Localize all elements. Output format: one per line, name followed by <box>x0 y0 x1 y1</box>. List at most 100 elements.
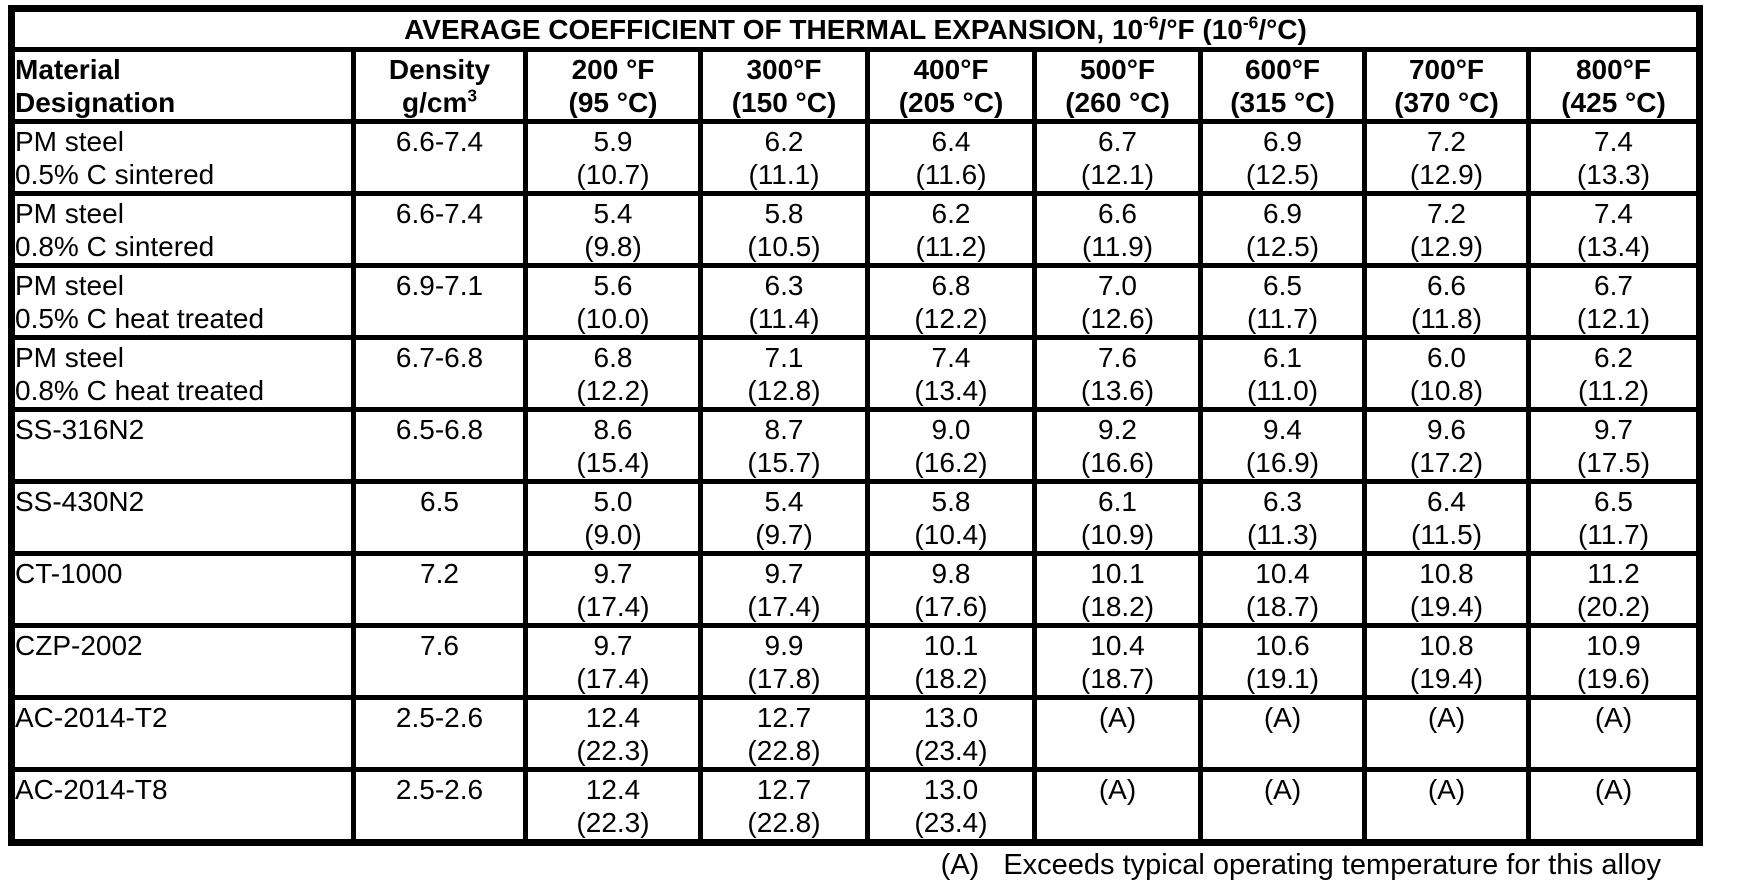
density-value: 7.6 <box>420 630 459 662</box>
header-material-line1: Material <box>15 54 121 86</box>
value-cell-300f: 12.7 (22.8) <box>698 767 870 845</box>
cte-c-value: (23.4) <box>914 807 988 838</box>
density-value: 6.5 <box>420 486 459 518</box>
footnote: (A) Exceeds typical operating temperature… <box>8 846 1696 882</box>
density-superscript: 3 <box>467 85 477 106</box>
value-cell-400f: 6.2 (11.2) <box>865 191 1037 268</box>
cte-f-value: 11.2 <box>1587 558 1640 590</box>
cte-f-value: 6.4 <box>931 126 971 158</box>
table-row: CT-1000 7.2 9.7 (17.4) 9.7 (17.4) 9.8 (1… <box>9 551 1702 628</box>
cte-f-value: 9.7 <box>764 558 804 590</box>
header-material: Material Designation <box>9 47 356 124</box>
density-value: 6.7-6.8 <box>395 342 484 374</box>
density-value: 6.6-7.4 <box>395 198 484 230</box>
cte-f-value: 6.3 <box>1263 486 1302 518</box>
cte-f-value: 5.8 <box>764 198 804 230</box>
material-name-line1: CZP-2002 <box>15 630 143 662</box>
cte-f-value: 6.9 <box>1263 126 1302 158</box>
cte-c-value: (12.5) <box>1245 231 1320 262</box>
cte-f-value: 6.1 <box>1098 486 1137 518</box>
table-row: SS-430N2 6.5 5.0 (9.0) 5.4 (9.7) 5.8 (10… <box>9 479 1702 556</box>
cte-c-value: (10.9) <box>1080 519 1155 550</box>
cte-c-value: (18.7) <box>1245 591 1320 622</box>
value-cell-700f: (A) <box>1362 767 1531 845</box>
value-cell-700f: 10.8 (19.4) <box>1362 623 1531 700</box>
cte-f-value: 12.7 <box>756 774 812 806</box>
cte-f-value: 10.9 <box>1586 630 1641 662</box>
cte-c-value: (13.4) <box>1576 231 1651 262</box>
cte-f-value: (A) <box>1098 774 1137 806</box>
table-row: PM steel 0.5% C heat treated 6.9-7.1 5.6… <box>9 263 1702 340</box>
material-cell: PM steel 0.8% C heat treated <box>9 335 356 412</box>
cte-f-value: 7.1 <box>764 342 804 374</box>
material-name-line1: SS-316N2 <box>15 414 145 446</box>
cte-f-value: 6.3 <box>764 270 804 302</box>
cte-c-value: (17.5) <box>1576 447 1651 478</box>
cte-c-value: (12.8) <box>747 375 821 406</box>
material-cell: PM steel 0.8% C sintered <box>9 191 356 268</box>
table-body: PM steel 0.5% C sintered 6.6-7.4 5.9 (10… <box>9 119 1702 845</box>
value-cell-700f: 10.8 (19.4) <box>1362 551 1531 628</box>
material-cell: CZP-2002 <box>9 623 356 700</box>
cte-c-value: (20.2) <box>1576 591 1651 622</box>
cte-c-value: (11.4) <box>748 303 820 334</box>
value-cell-800f: 6.2 (11.2) <box>1526 335 1702 412</box>
value-cell-800f: 6.7 (12.1) <box>1526 263 1702 340</box>
cte-c-value: (16.9) <box>1245 447 1320 478</box>
header-temp-600f: 600°F (315 °C) <box>1198 47 1367 124</box>
value-cell-500f: 7.0 (12.6) <box>1032 263 1203 340</box>
cte-f-value: 9.2 <box>1098 414 1137 446</box>
cte-c-value: (11.2) <box>915 231 987 262</box>
header-material-line2: Designation <box>15 87 176 118</box>
cte-f-value: 9.7 <box>593 630 633 662</box>
cte-f-value: 8.6 <box>593 414 633 446</box>
cte-c-value: (11.1) <box>748 159 820 190</box>
cte-c-value: (17.8) <box>747 663 821 694</box>
cte-c-value: (15.7) <box>747 447 821 478</box>
cte-c-value: (18.2) <box>914 663 988 694</box>
cte-c-value: (13.4) <box>914 375 988 406</box>
cte-c-value: (19.6) <box>1576 663 1651 694</box>
title-pre: AVERAGE COEFFICIENT OF THERMAL EXPANSION… <box>404 14 1144 45</box>
cte-c-value: (17.4) <box>576 591 650 622</box>
cte-c-value: (9.7) <box>755 519 813 550</box>
material-name-line2: 0.5% C heat treated <box>15 303 265 334</box>
value-cell-500f: (A) <box>1032 695 1203 772</box>
value-cell-300f: 6.2 (11.1) <box>698 119 870 196</box>
value-cell-600f: (A) <box>1198 767 1367 845</box>
value-cell-300f: 9.9 (17.8) <box>698 623 870 700</box>
cte-c-value: (15.4) <box>576 447 650 478</box>
value-cell-700f: 6.4 (11.5) <box>1362 479 1531 556</box>
value-cell-700f: 9.6 (17.2) <box>1362 407 1531 484</box>
cte-c-value: (12.5) <box>1245 159 1320 190</box>
table-title: AVERAGE COEFFICIENT OF THERMAL EXPANSION… <box>9 6 1702 52</box>
cte-f-value: 7.2 <box>1427 198 1466 230</box>
cte-f-value: 10.4 <box>1090 630 1145 662</box>
cte-f-value: 6.6 <box>1427 270 1466 302</box>
value-cell-500f: 10.4 (18.7) <box>1032 623 1203 700</box>
cte-f-value: 12.4 <box>585 774 641 806</box>
value-cell-200f: 9.7 (17.4) <box>523 551 703 628</box>
value-cell-400f: 5.8 (10.4) <box>865 479 1037 556</box>
cte-c-value: (12.9) <box>1409 159 1484 190</box>
header-density-line1: Density <box>388 54 491 86</box>
cte-c-value: (11.0) <box>1246 375 1319 406</box>
cte-c-value: (23.4) <box>914 735 988 766</box>
material-name-line1: AC-2014-T2 <box>15 702 168 734</box>
cte-c-value: (12.2) <box>914 303 988 334</box>
cte-c-value: (10.0) <box>576 303 650 334</box>
cte-f-value: 5.6 <box>593 270 633 302</box>
cte-c-value: (12.1) <box>1576 303 1651 334</box>
value-cell-700f: 6.6 (11.8) <box>1362 263 1531 340</box>
cte-f-value: 5.8 <box>931 486 971 518</box>
value-cell-400f: 9.8 (17.6) <box>865 551 1037 628</box>
title-superscript: -6 <box>1143 12 1159 33</box>
density-cell: 6.9-7.1 <box>351 263 528 340</box>
cte-f-value: 12.4 <box>585 702 641 734</box>
value-cell-800f: 6.5 (11.7) <box>1526 479 1702 556</box>
value-cell-600f: 9.4 (16.9) <box>1198 407 1367 484</box>
value-cell-500f: (A) <box>1032 767 1203 845</box>
value-cell-400f: 9.0 (16.2) <box>865 407 1037 484</box>
cte-c-value: (11.8) <box>1410 303 1483 334</box>
